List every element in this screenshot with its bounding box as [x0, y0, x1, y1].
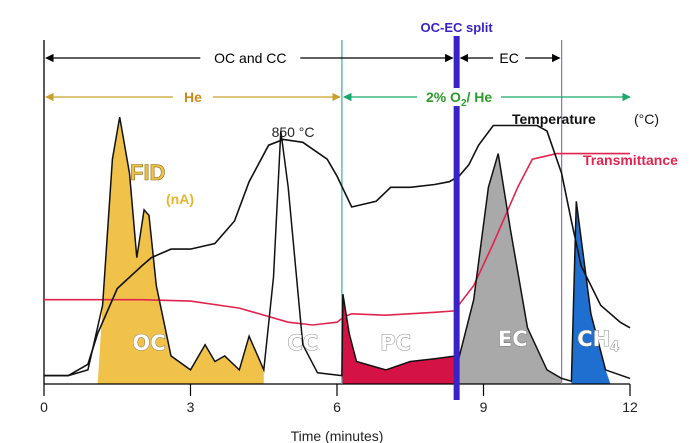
ch4-peak-fill — [571, 201, 611, 384]
fid-label: FID — [130, 160, 165, 185]
x-tick-label: 6 — [333, 399, 341, 415]
x-axis-ticks: 0 3 6 9 12 — [40, 384, 638, 415]
x-tick-label: 0 — [40, 399, 48, 415]
ch4-label-subscript: 4 — [610, 340, 619, 355]
he-label-bg — [172, 88, 213, 106]
oc-peak-fill — [97, 117, 264, 384]
oc-and-cc-label-bg — [200, 48, 301, 66]
ch4-label-main: CH — [577, 327, 610, 351]
x-axis-title: Time (minutes) — [291, 428, 384, 443]
o2-he-gas-label: 2% O2/ He — [426, 89, 492, 109]
pc-peak-label: PC — [380, 331, 411, 355]
peak-fill-layer — [97, 117, 611, 384]
ec-range-label-bg — [493, 48, 526, 66]
ec-peak-fill — [456, 153, 562, 384]
oc-peak-label: OC — [132, 331, 165, 355]
pc-peak-fill — [341, 294, 457, 384]
o2-label-subscript: 2 — [461, 98, 467, 109]
o2-label-main: 2% O — [426, 89, 461, 105]
series-line-fid — [44, 116, 631, 383]
peak-temperature-label: 850 °C — [272, 124, 315, 140]
cc-peak-label: CC — [287, 331, 318, 355]
o2-label-bg — [417, 88, 502, 106]
series-lines — [44, 116, 631, 383]
oc-and-cc-range-label: OC and CC — [214, 50, 286, 66]
x-tick-label: 12 — [622, 399, 638, 415]
ch4-peak-label: CH4 — [577, 327, 619, 355]
series-line-temperature — [44, 124, 631, 377]
he-gas-label: He — [184, 89, 202, 105]
ec-peak-label: EC — [498, 327, 528, 351]
gas-arrows: He 2% O2/ He — [45, 88, 631, 109]
series-line-transmittance — [44, 152, 630, 326]
x-tick-label: 3 — [187, 399, 195, 415]
temperature-label: Temperature — [512, 111, 596, 127]
transmittance-label: Transmittance — [583, 152, 678, 168]
o2-label-suffix: / He — [467, 89, 493, 105]
range-arrows: OC and CC EC — [45, 48, 561, 66]
ec-range-label: EC — [499, 50, 518, 66]
fid-unit-label: (nA) — [166, 191, 194, 207]
x-tick-label: 9 — [480, 399, 488, 415]
oc-ec-split-label: OC-EC split — [421, 20, 494, 35]
temperature-unit-label: (°C) — [634, 111, 659, 127]
